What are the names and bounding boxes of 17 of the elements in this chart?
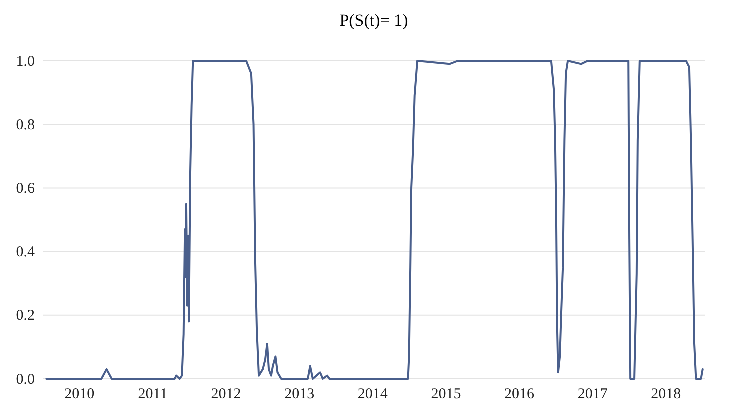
chart-title: P(S(t)= 1) (340, 11, 408, 30)
x-tick-label: 2010 (64, 386, 95, 403)
x-tick-label: 2013 (284, 386, 315, 403)
x-tick-label: 2015 (431, 386, 462, 403)
y-tick-label: 0.2 (16, 308, 35, 324)
x-tick-label: 2011 (138, 386, 168, 403)
x-tick-label: 2016 (504, 386, 536, 403)
x-tick-label: 2017 (578, 386, 608, 403)
y-tick-label: 0.0 (16, 372, 35, 388)
y-tick-label: 0.4 (16, 244, 36, 261)
y-tick-label: 1.0 (16, 54, 35, 70)
line-series (46, 60, 704, 380)
y-tick-label: 0.6 (16, 181, 36, 197)
x-tick-label: 2014 (358, 386, 388, 403)
x-tick-label: 2018 (651, 386, 682, 403)
x-tick-label: 2012 (211, 386, 242, 403)
y-tick-label: 0.8 (16, 117, 35, 134)
